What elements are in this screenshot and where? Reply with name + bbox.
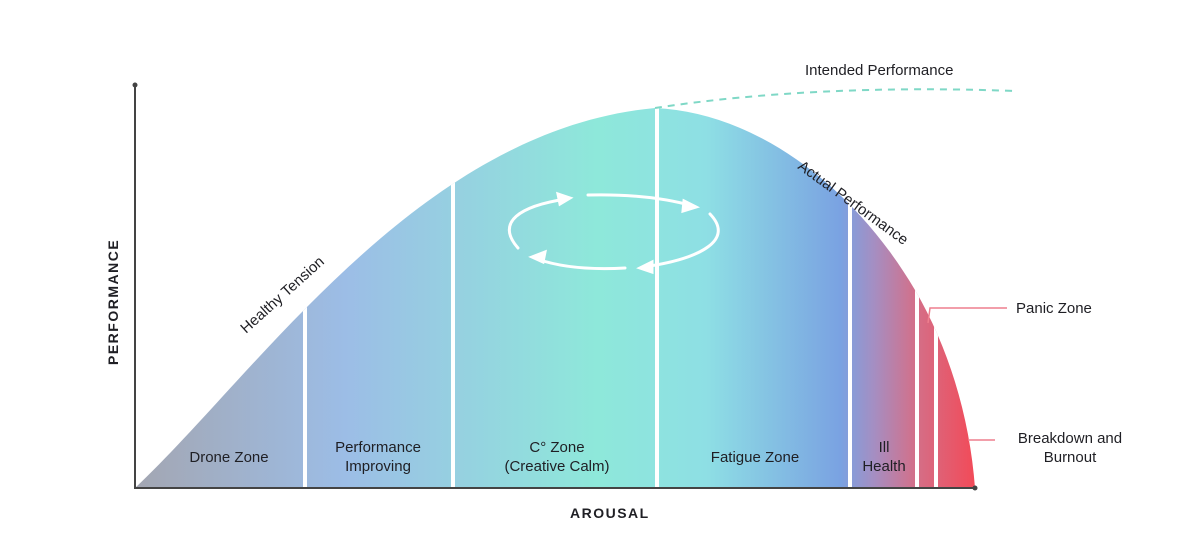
intended-performance-curve <box>654 88 1016 109</box>
panic-zone-label: Panic Zone <box>1016 300 1092 317</box>
ill-health-label: Ill <box>879 439 890 456</box>
performance-improving-label-2: Improving <box>345 458 411 475</box>
burnout-label-2: Burnout <box>1044 449 1097 466</box>
intended-performance-label: Intended Performance <box>805 62 953 79</box>
performance-improving-label: Performance <box>335 439 421 456</box>
panic-callout-line <box>927 307 1007 324</box>
y-axis-label: PERFORMANCE <box>105 239 121 365</box>
cycle-arrows-icon <box>507 191 720 275</box>
drone-zone-label: Drone Zone <box>189 449 268 466</box>
creative-calm-zone-label-2: (Creative Calm) <box>504 458 609 475</box>
x-axis-label: AROUSAL <box>570 505 650 521</box>
burnout-label: Breakdown and <box>1018 430 1122 447</box>
ill-health-label-2: Health <box>862 458 905 475</box>
creative-calm-zone-label: C° Zone <box>529 439 584 456</box>
performance-area <box>135 108 975 488</box>
fatigue-zone-label: Fatigue Zone <box>711 449 799 466</box>
